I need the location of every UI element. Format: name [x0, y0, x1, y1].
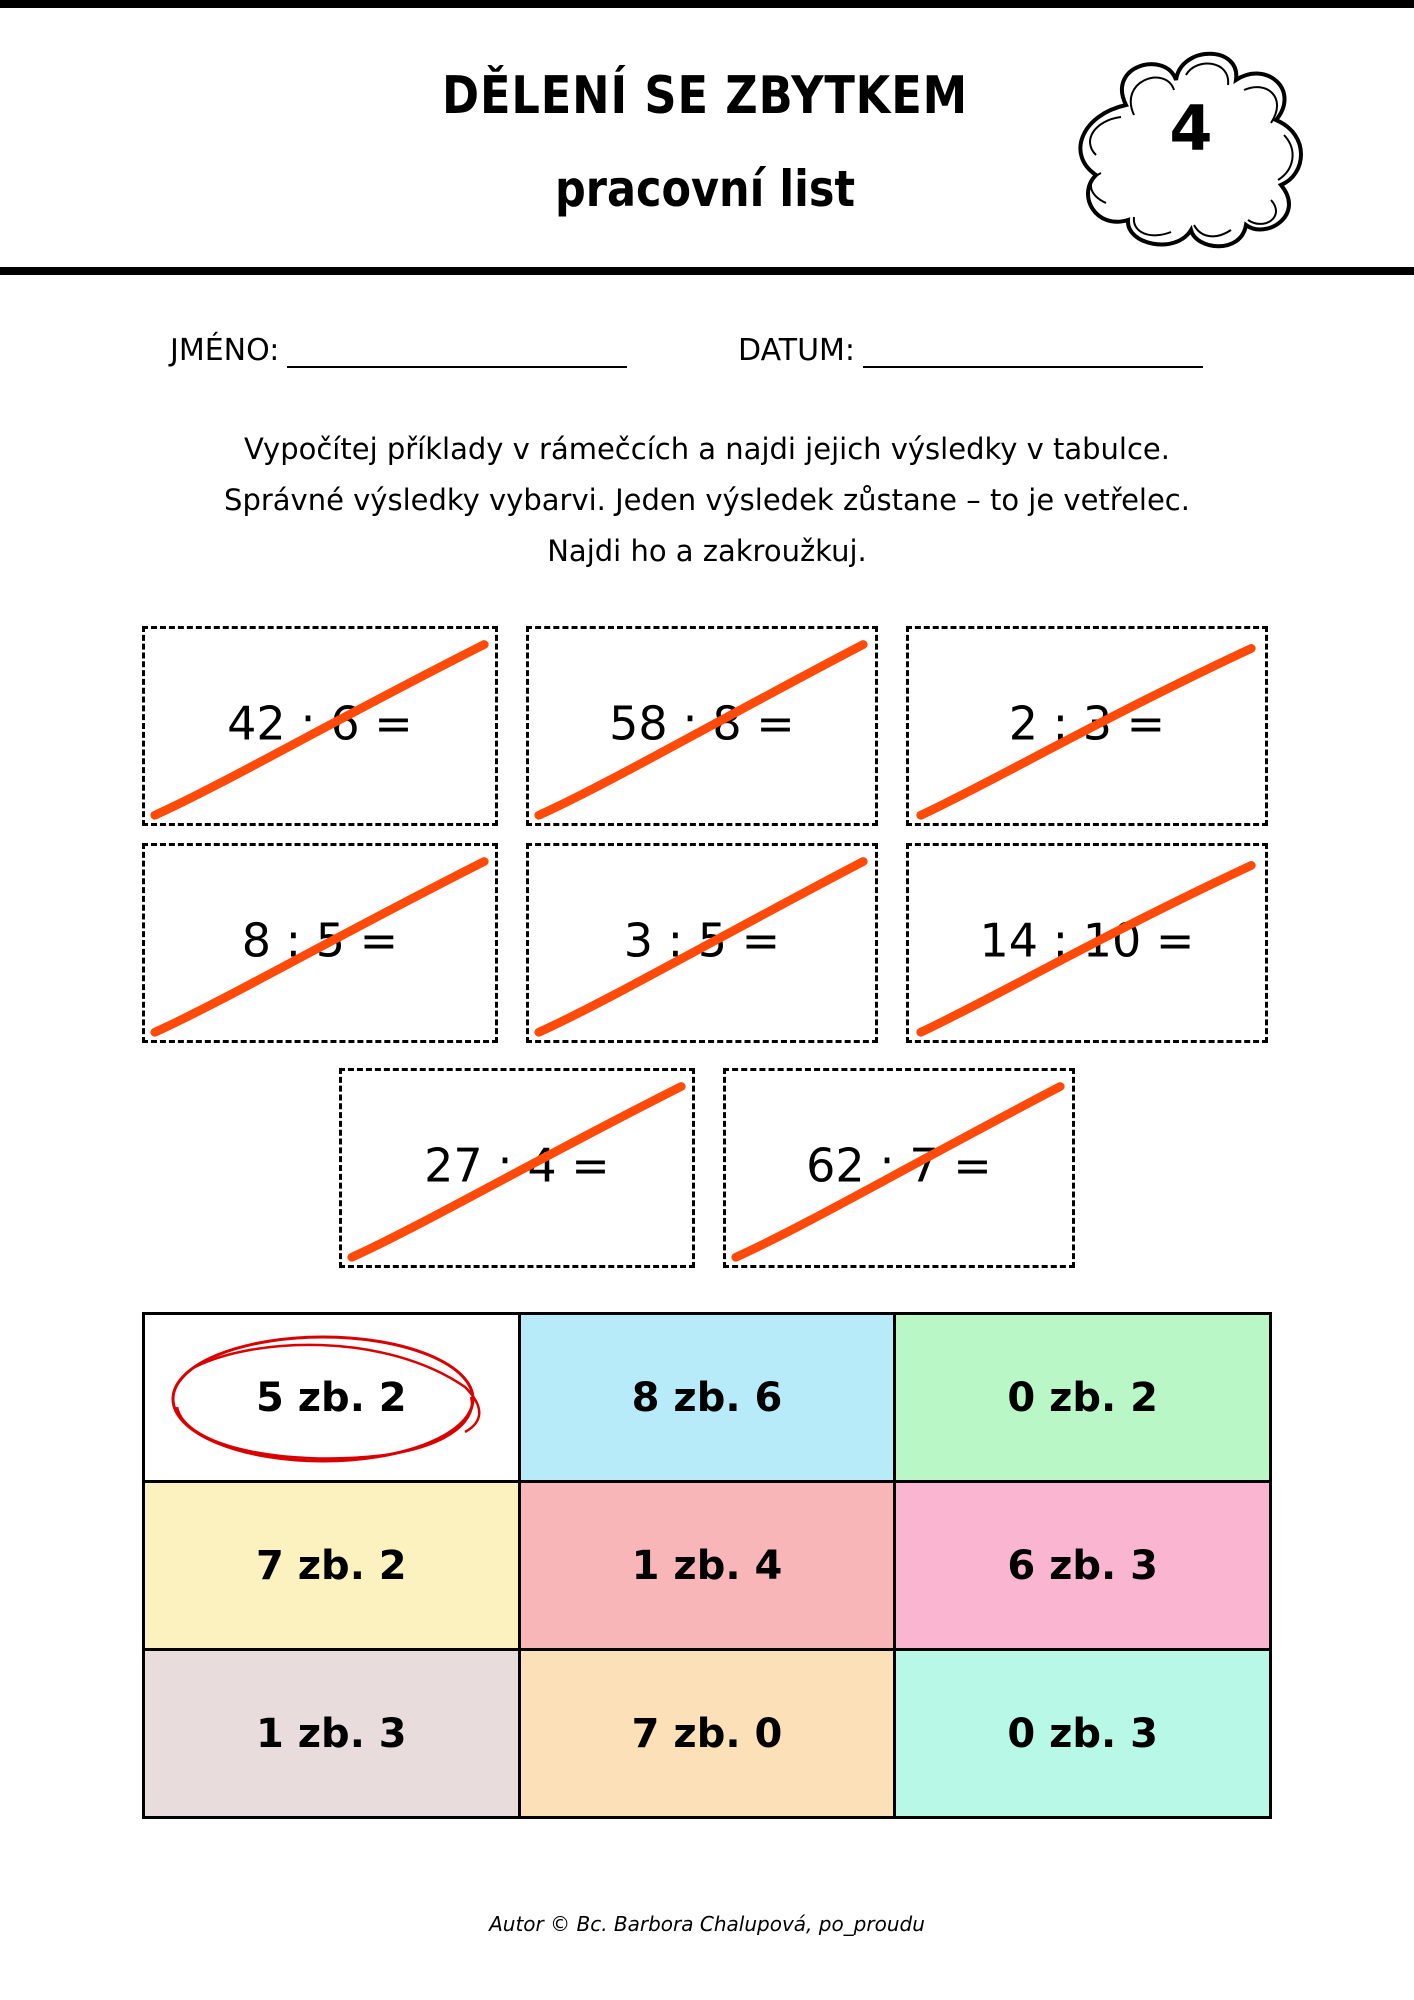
strike-through-icon	[150, 640, 489, 820]
strike-through-icon	[916, 861, 1256, 1037]
strike-through-icon	[534, 640, 868, 820]
table-row: 1 zb. 3 7 zb. 0 0 zb. 3	[142, 1648, 1272, 1819]
date-field: DATUM:	[738, 332, 1204, 368]
page-title: DĚLENÍ SE ZBYTKEM	[442, 66, 968, 126]
result-cell[interactable]: 7 zb. 0	[517, 1648, 897, 1819]
result-value: 1 zb. 3	[256, 1710, 407, 1757]
result-value: 6 zb. 3	[1007, 1542, 1158, 1589]
author-credit: Autor © Bc. Barbora Chalupová, po_proudu	[489, 1912, 925, 1936]
strike-through-icon	[731, 1082, 1065, 1262]
result-value: 5 zb. 2	[256, 1374, 407, 1421]
table-row: 5 zb. 2 8 zb. 6 0 zb. 2	[142, 1312, 1272, 1483]
result-cell[interactable]: 0 zb. 2	[893, 1312, 1272, 1483]
name-field: JMÉNO:	[170, 332, 628, 368]
instruction-line: Správné výsledky vybarvi. Jeden výsledek…	[224, 483, 1190, 517]
table-row: 7 zb. 2 1 zb. 4 6 zb. 3	[142, 1480, 1272, 1651]
strike-through-icon	[534, 857, 868, 1037]
problem-box: 42 : 6 =	[142, 626, 498, 826]
cloud-badge-icon	[1078, 51, 1303, 249]
problem-box: 58 : 8 =	[526, 626, 878, 826]
instruction-line: Najdi ho a zakroužkuj.	[547, 534, 867, 568]
header-bottom-rule	[0, 267, 1414, 275]
problem-box: 3 : 5 =	[526, 843, 878, 1043]
problem-box: 8 : 5 =	[142, 843, 498, 1043]
result-cell[interactable]: 5 zb. 2	[142, 1312, 521, 1483]
result-value: 8 zb. 6	[631, 1374, 783, 1421]
sheet-number: 4	[1169, 92, 1213, 165]
problem-box: 62 : 7 =	[723, 1068, 1075, 1268]
result-cell[interactable]: 1 zb. 4	[517, 1480, 897, 1651]
result-value: 7 zb. 0	[631, 1710, 783, 1757]
strike-through-icon	[916, 644, 1256, 820]
date-input-line[interactable]	[863, 332, 1204, 368]
results-table: 5 zb. 2 8 zb. 6 0 zb. 2 7 zb. 2 1 zb. 4 …	[142, 1312, 1272, 1819]
problem-expression: 58 : 8 =	[609, 696, 795, 751]
problem-expression: 14 : 10 =	[979, 913, 1195, 968]
result-value: 7 zb. 2	[256, 1542, 407, 1589]
result-value: 1 zb. 4	[631, 1542, 783, 1589]
problem-expression: 62 : 7 =	[806, 1138, 992, 1193]
result-value: 0 zb. 2	[1007, 1374, 1158, 1421]
name-input-line[interactable]	[287, 332, 628, 368]
result-cell[interactable]: 1 zb. 3	[142, 1648, 521, 1819]
problem-expression: 27 : 4 =	[424, 1138, 610, 1193]
result-cell[interactable]: 8 zb. 6	[517, 1312, 897, 1483]
header-top-rule	[0, 0, 1414, 8]
problem-box: 2 : 3 =	[906, 626, 1268, 826]
result-cell[interactable]: 0 zb. 3	[893, 1648, 1272, 1819]
result-cell[interactable]: 6 zb. 3	[893, 1480, 1272, 1651]
strike-through-icon	[347, 1082, 686, 1262]
date-label: DATUM:	[738, 333, 856, 368]
instructions: Vypočítej příklady v rámečcích a najdi j…	[0, 424, 1414, 577]
result-value: 0 zb. 3	[1007, 1710, 1158, 1757]
problem-box: 27 : 4 =	[339, 1068, 695, 1268]
name-label: JMÉNO:	[170, 333, 280, 368]
problem-box: 14 : 10 =	[906, 843, 1268, 1043]
page-subtitle: pracovní list	[554, 160, 856, 218]
strike-through-icon	[150, 857, 489, 1037]
instruction-line: Vypočítej příklady v rámečcích a najdi j…	[243, 432, 1170, 466]
result-cell[interactable]: 7 zb. 2	[142, 1480, 521, 1651]
circle-mark-icon	[171, 1335, 481, 1463]
problem-expression: 42 : 6 =	[227, 696, 413, 751]
